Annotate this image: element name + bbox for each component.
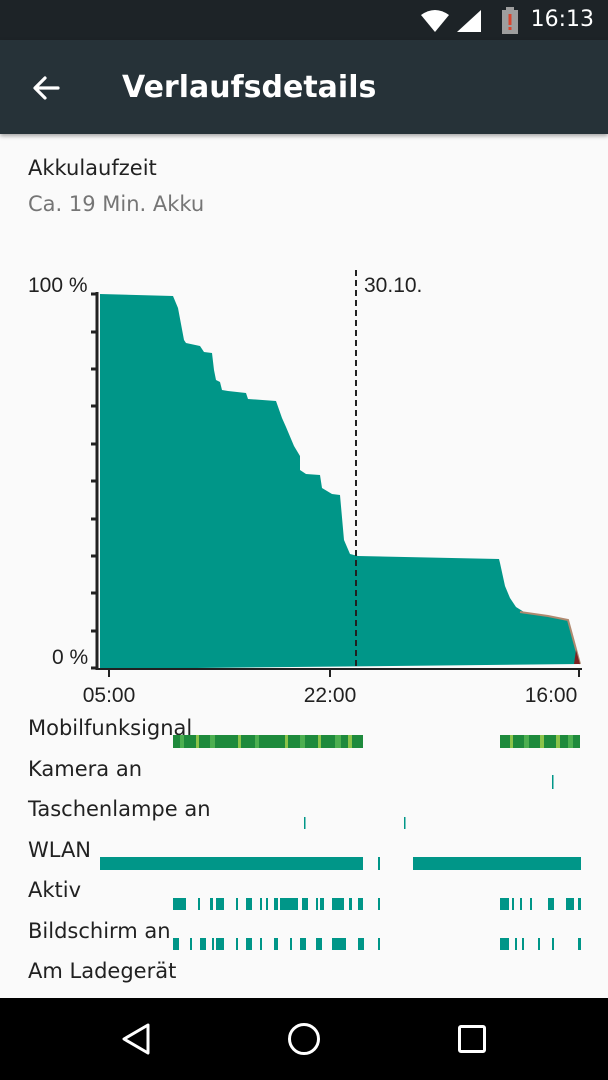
x-tick-label: 22:00	[304, 684, 357, 707]
battery-estimate-edge	[519, 611, 581, 665]
flashlight-bar	[304, 817, 306, 829]
row-label-active: Aktiv	[28, 878, 82, 902]
nav-recents-button[interactable]	[442, 1014, 502, 1064]
flashlight-bar	[404, 817, 406, 829]
home-circle-icon	[288, 1023, 320, 1055]
row-label-flashlight: Taschenlampe an	[28, 797, 211, 821]
battery-area	[100, 294, 580, 669]
wifi-bar	[378, 857, 380, 870]
navigation-bar	[0, 998, 608, 1080]
day-marker-label: 30.10.	[364, 274, 422, 297]
activity-bars	[100, 735, 581, 950]
status-time: 16:13	[530, 7, 594, 32]
battery-estimate-tip	[574, 650, 580, 664]
row-label-wifi: WLAN	[28, 838, 92, 862]
recents-square-icon	[458, 1025, 486, 1053]
status-bar: 16:13	[0, 0, 608, 40]
battery-history-chart: 100 % 0 % 30.10. 05:00 22:00 16:00	[28, 270, 582, 707]
battery-life-title: Akkulaufzeit	[28, 156, 157, 180]
x-tick-label: 16:00	[525, 684, 578, 707]
wifi-icon	[421, 10, 449, 32]
wifi-bar	[100, 857, 363, 870]
active-bar	[173, 898, 581, 910]
mobile-signal-bar	[173, 735, 580, 748]
nav-back-button[interactable]	[106, 1014, 166, 1064]
camera-bar	[552, 775, 554, 789]
row-label-screen-on: Bildschirm an	[28, 919, 171, 943]
screen-on-bar	[173, 938, 581, 950]
y-axis-min-label: 0 %	[52, 646, 88, 669]
back-triangle-icon	[122, 1023, 150, 1055]
x-tick-label: 05:00	[83, 684, 136, 707]
y-axis-max-label: 100 %	[28, 274, 88, 297]
wifi-bar	[413, 857, 581, 870]
arrow-back-icon	[33, 76, 60, 100]
signal-icon	[457, 10, 481, 32]
battery-alert-icon	[502, 7, 518, 34]
row-label-charging: Am Ladegerät	[28, 959, 177, 983]
page-title: Verlaufsdetails	[122, 70, 377, 105]
back-button[interactable]	[16, 58, 76, 118]
row-label-mobile-signal: Mobilfunksignal	[28, 716, 193, 740]
app-bar: Verlaufsdetails	[0, 40, 608, 134]
row-label-camera: Kamera an	[28, 757, 143, 781]
nav-home-button[interactable]	[274, 1014, 334, 1064]
battery-remaining-text: Ca. 19 Min. Akku	[28, 192, 205, 216]
